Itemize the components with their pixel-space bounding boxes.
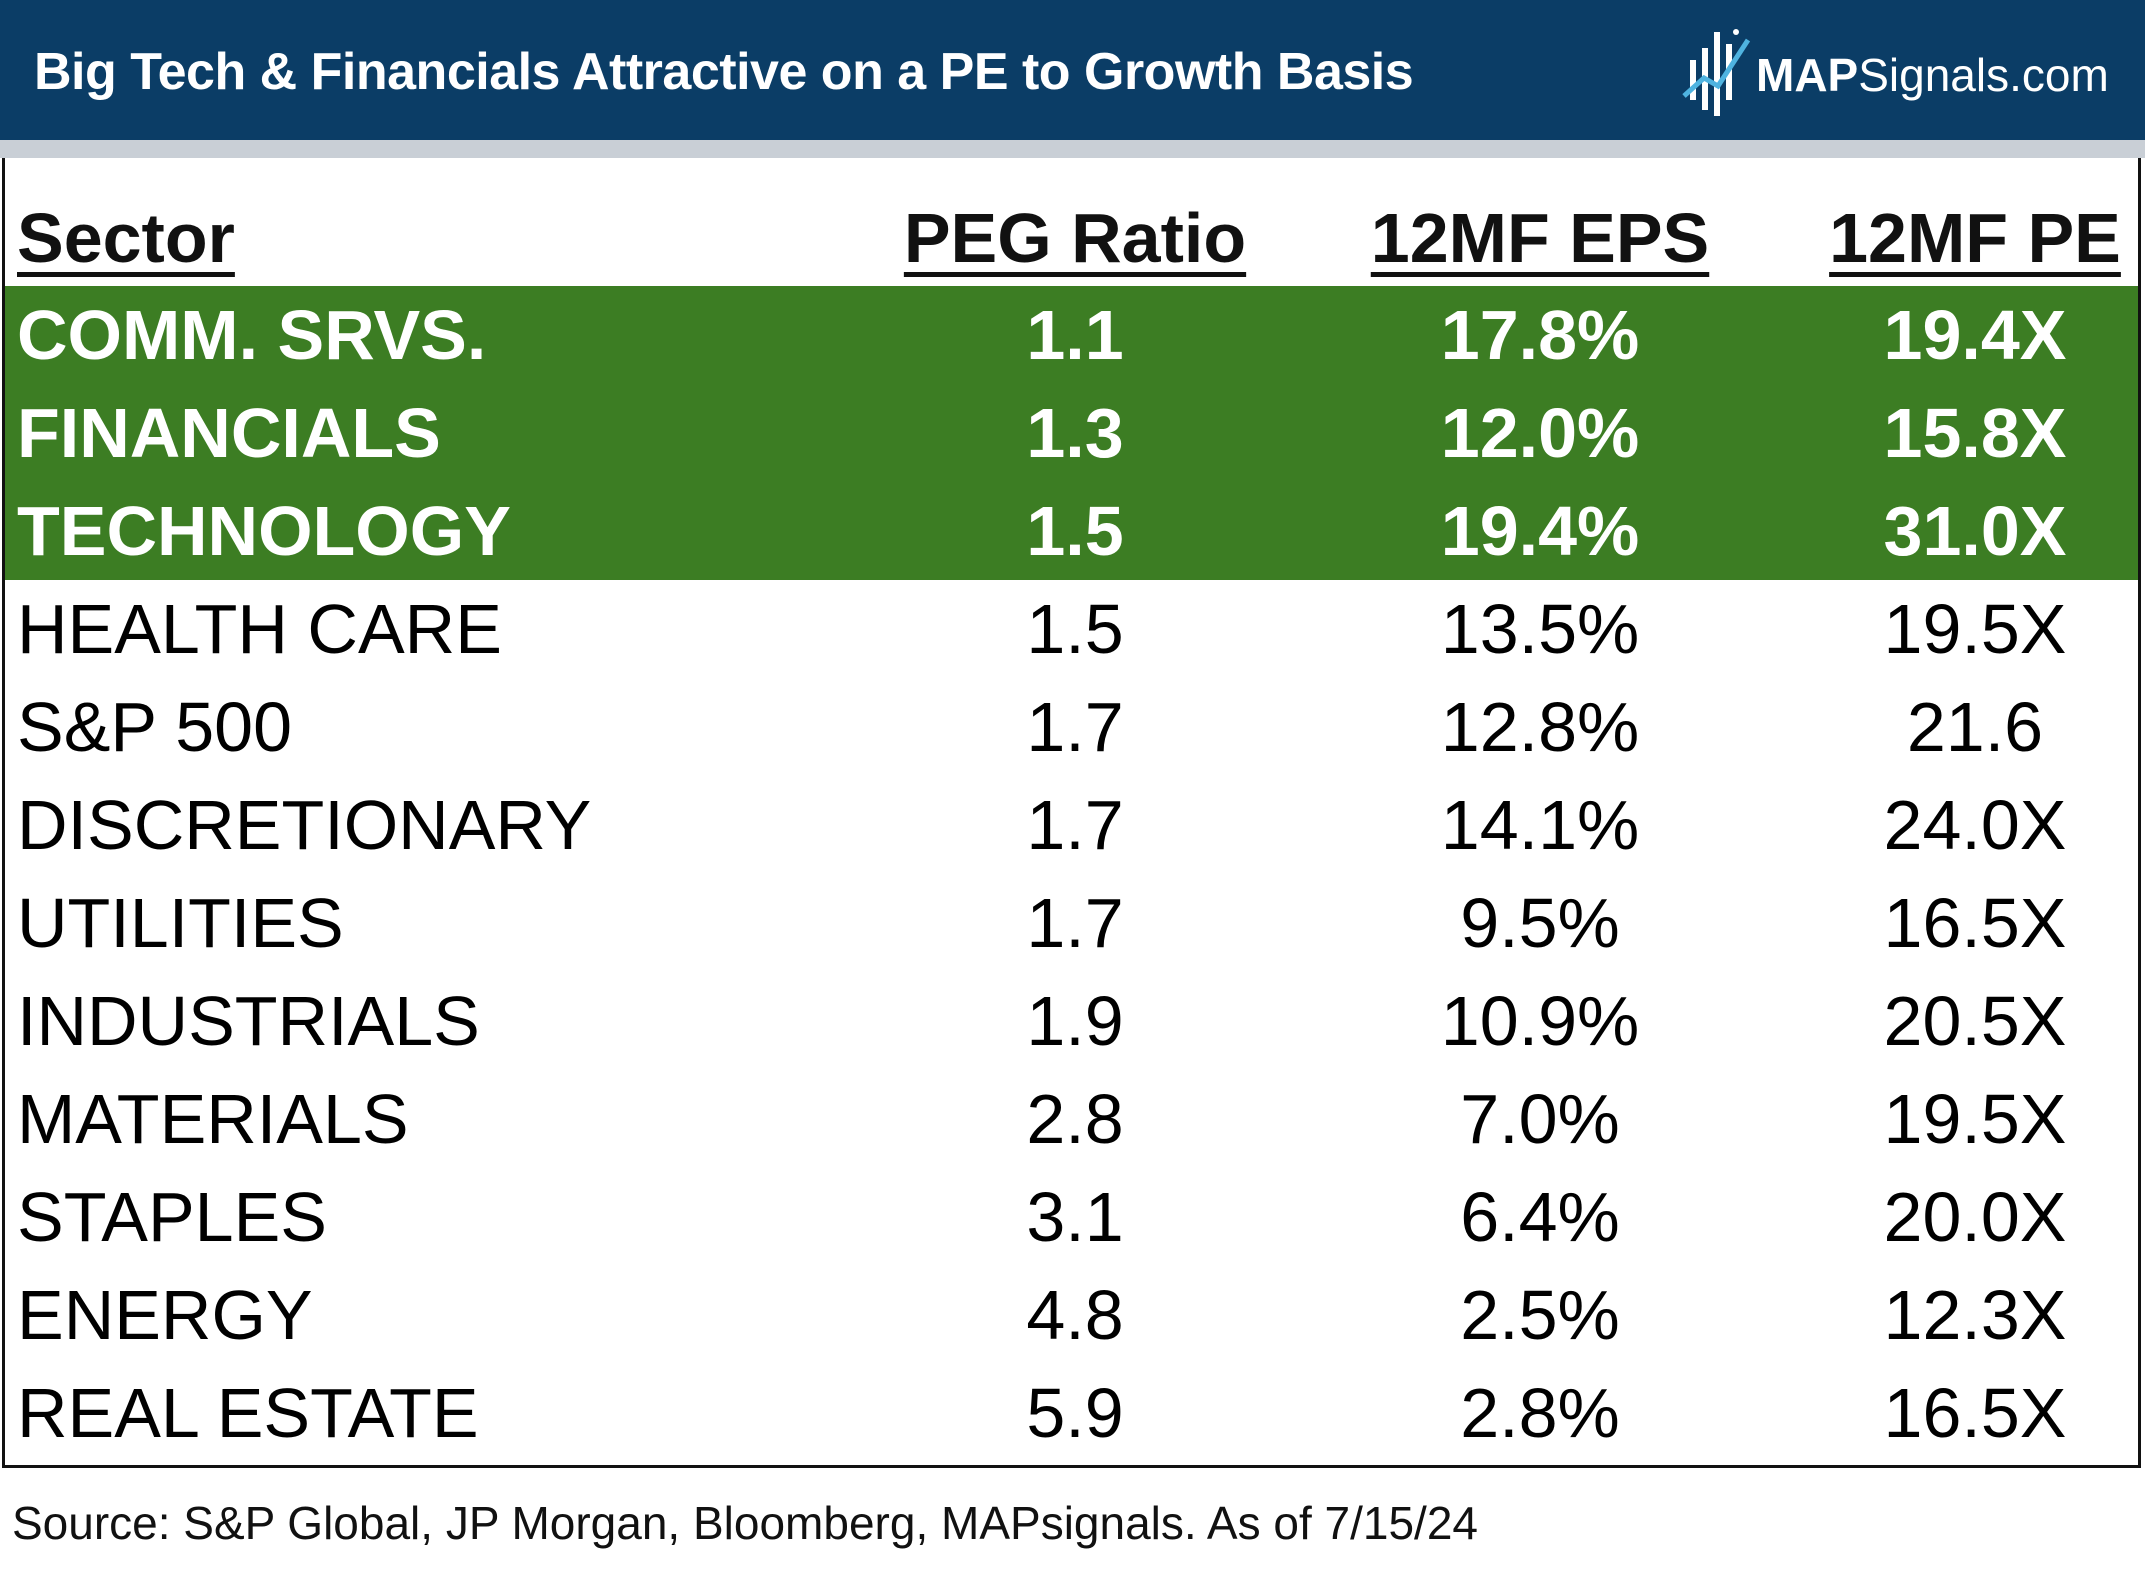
logo-bars-icon bbox=[1682, 29, 1751, 116]
table-row: UTILITIES 1.7 9.5% 16.5X bbox=[5, 874, 2138, 972]
table-row: TECHNOLOGY 1.5 19.4% 31.0X bbox=[5, 482, 2138, 580]
table-row: COMM. SRVS. 1.1 17.8% 19.4X bbox=[5, 286, 2138, 384]
cell-peg-ratio: 4.8 bbox=[1026, 1276, 1124, 1354]
col-header-pe: 12MF PE bbox=[1829, 199, 2121, 277]
cell-pe: 16.5X bbox=[1883, 884, 2067, 962]
cell-peg-ratio: 1.5 bbox=[1026, 492, 1124, 570]
cell-pe: 24.0X bbox=[1883, 786, 2067, 864]
mapsignals-logo: MAPSignals.com bbox=[1682, 26, 2109, 122]
cell-eps: 10.9% bbox=[1440, 982, 1640, 1060]
cell-eps: 9.5% bbox=[1460, 884, 1620, 962]
cell-pe: 16.5X bbox=[1883, 1374, 2067, 1452]
cell-peg-ratio: 5.9 bbox=[1026, 1374, 1124, 1452]
cell-eps: 13.5% bbox=[1440, 590, 1640, 668]
table-body: COMM. SRVS. 1.1 17.8% 19.4X FINANCIALS 1.3 12.… bbox=[5, 286, 2138, 1462]
cell-sector: ENERGY bbox=[17, 1276, 313, 1354]
cell-sector: MATERIALS bbox=[17, 1080, 409, 1158]
table-row: STAPLES 3.1 6.4% 20.0X bbox=[5, 1168, 2138, 1266]
source-note: Source: S&P Global, JP Morgan, Bloomberg… bbox=[12, 1497, 1478, 1549]
cell-pe: 21.6 bbox=[1906, 688, 2044, 766]
table-row: INDUSTRIALS 1.9 10.9% 20.5X bbox=[5, 972, 2138, 1070]
table-row: REAL ESTATE 5.9 2.8% 16.5X bbox=[5, 1364, 2138, 1462]
cell-pe: 31.0X bbox=[1883, 492, 2067, 570]
cell-sector: S&P 500 bbox=[17, 688, 293, 766]
cell-pe: 19.5X bbox=[1883, 1080, 2067, 1158]
logo-text-bold: MAP bbox=[1756, 49, 1859, 101]
cell-eps: 12.0% bbox=[1440, 394, 1640, 472]
header-divider bbox=[0, 140, 2145, 158]
table-row: FINANCIALS 1.3 12.0% 15.8X bbox=[5, 384, 2138, 482]
col-header-peg: PEG Ratio bbox=[903, 199, 1247, 277]
table-row: DISCRETIONARY 1.7 14.1% 24.0X bbox=[5, 776, 2138, 874]
cell-eps: 2.8% bbox=[1460, 1374, 1620, 1452]
logo-text-rest: Signals.com bbox=[1858, 49, 2109, 101]
col-header-eps: 12MF EPS bbox=[1370, 199, 1710, 277]
cell-peg-ratio: 1.7 bbox=[1026, 688, 1124, 766]
cell-peg-ratio: 1.1 bbox=[1026, 296, 1124, 374]
cell-eps: 6.4% bbox=[1460, 1178, 1620, 1256]
cell-eps: 14.1% bbox=[1440, 786, 1640, 864]
cell-sector: HEALTH CARE bbox=[17, 590, 502, 668]
cell-eps: 19.4% bbox=[1440, 492, 1640, 570]
data-table: Sector PEG Ratio 12MF EPS 12MF PE COMM. … bbox=[2, 158, 2141, 1468]
cell-pe: 20.5X bbox=[1883, 982, 2067, 1060]
cell-sector: FINANCIALS bbox=[17, 394, 441, 472]
logo-text: MAPSignals.com bbox=[1756, 48, 2109, 102]
table-row: S&P 500 1.7 12.8% 21.6 bbox=[5, 678, 2138, 776]
table-row: HEALTH CARE 1.5 13.5% 19.5X bbox=[5, 580, 2138, 678]
cell-pe: 12.3X bbox=[1883, 1276, 2067, 1354]
header-banner: Big Tech & Financials Attractive on a PE… bbox=[0, 0, 2145, 140]
cell-peg-ratio: 1.7 bbox=[1026, 884, 1124, 962]
col-header-sector: Sector bbox=[17, 199, 235, 277]
cell-sector: REAL ESTATE bbox=[17, 1374, 479, 1452]
table-row: ENERGY 4.8 2.5% 12.3X bbox=[5, 1266, 2138, 1364]
cell-pe: 20.0X bbox=[1883, 1178, 2067, 1256]
table-header: Sector PEG Ratio 12MF EPS 12MF PE bbox=[5, 158, 2138, 286]
cell-peg-ratio: 1.9 bbox=[1026, 982, 1124, 1060]
cell-eps: 2.5% bbox=[1460, 1276, 1620, 1354]
cell-pe: 19.5X bbox=[1883, 590, 2067, 668]
cell-peg-ratio: 1.5 bbox=[1026, 590, 1124, 668]
cell-pe: 15.8X bbox=[1883, 394, 2067, 472]
cell-peg-ratio: 1.7 bbox=[1026, 786, 1124, 864]
cell-sector: TECHNOLOGY bbox=[17, 492, 511, 570]
cell-pe: 19.4X bbox=[1883, 296, 2067, 374]
cell-sector: STAPLES bbox=[17, 1178, 327, 1256]
cell-peg-ratio: 2.8 bbox=[1026, 1080, 1124, 1158]
cell-eps: 7.0% bbox=[1460, 1080, 1620, 1158]
cell-eps: 12.8% bbox=[1440, 688, 1640, 766]
chart-title: Big Tech & Financials Attractive on a PE… bbox=[34, 43, 1414, 101]
cell-sector: INDUSTRIALS bbox=[17, 982, 480, 1060]
cell-sector: UTILITIES bbox=[17, 884, 344, 962]
cell-eps: 17.8% bbox=[1440, 296, 1640, 374]
cell-sector: DISCRETIONARY bbox=[17, 786, 592, 864]
table-row: MATERIALS 2.8 7.0% 19.5X bbox=[5, 1070, 2138, 1168]
cell-peg-ratio: 1.3 bbox=[1026, 394, 1124, 472]
cell-sector: COMM. SRVS. bbox=[17, 296, 487, 374]
cell-peg-ratio: 3.1 bbox=[1026, 1178, 1124, 1256]
